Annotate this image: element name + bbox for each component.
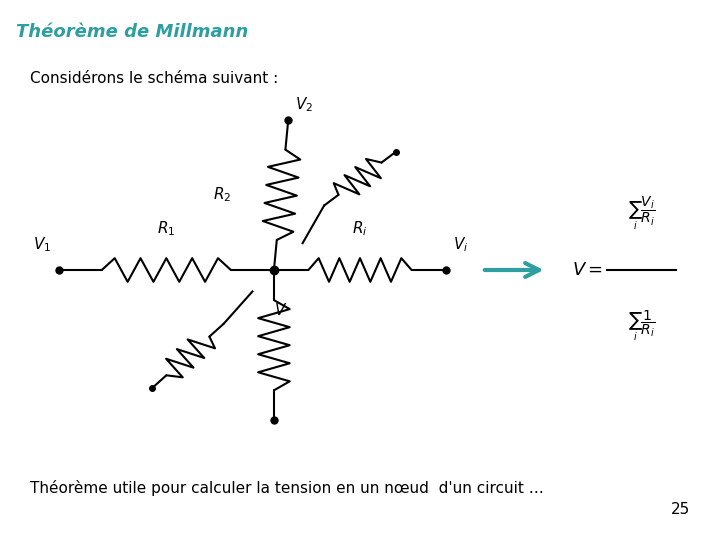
Text: Considérons le schéma suivant :: Considérons le schéma suivant : bbox=[30, 71, 279, 86]
Text: $\sum_i \dfrac{1}{R_i}$: $\sum_i \dfrac{1}{R_i}$ bbox=[628, 308, 655, 342]
Text: Théorème utile pour calculer la tension en un nœud  d'un circuit …: Théorème utile pour calculer la tension … bbox=[30, 480, 544, 496]
Text: $R_1$: $R_1$ bbox=[157, 219, 176, 238]
Text: $\sum_i \dfrac{V_i}{R_i}$: $\sum_i \dfrac{V_i}{R_i}$ bbox=[628, 195, 655, 232]
Text: $R_i$: $R_i$ bbox=[352, 219, 368, 238]
Text: $V$: $V$ bbox=[274, 302, 288, 318]
Text: Théorème de Millmann: Théorème de Millmann bbox=[16, 23, 248, 41]
Text: $V_2$: $V_2$ bbox=[295, 96, 313, 114]
Text: $V = $: $V = $ bbox=[572, 261, 603, 279]
Text: $R_2$: $R_2$ bbox=[212, 185, 231, 204]
Text: 25: 25 bbox=[670, 502, 690, 517]
Text: $V_i$: $V_i$ bbox=[453, 235, 469, 254]
Text: $V_1$: $V_1$ bbox=[33, 235, 52, 254]
